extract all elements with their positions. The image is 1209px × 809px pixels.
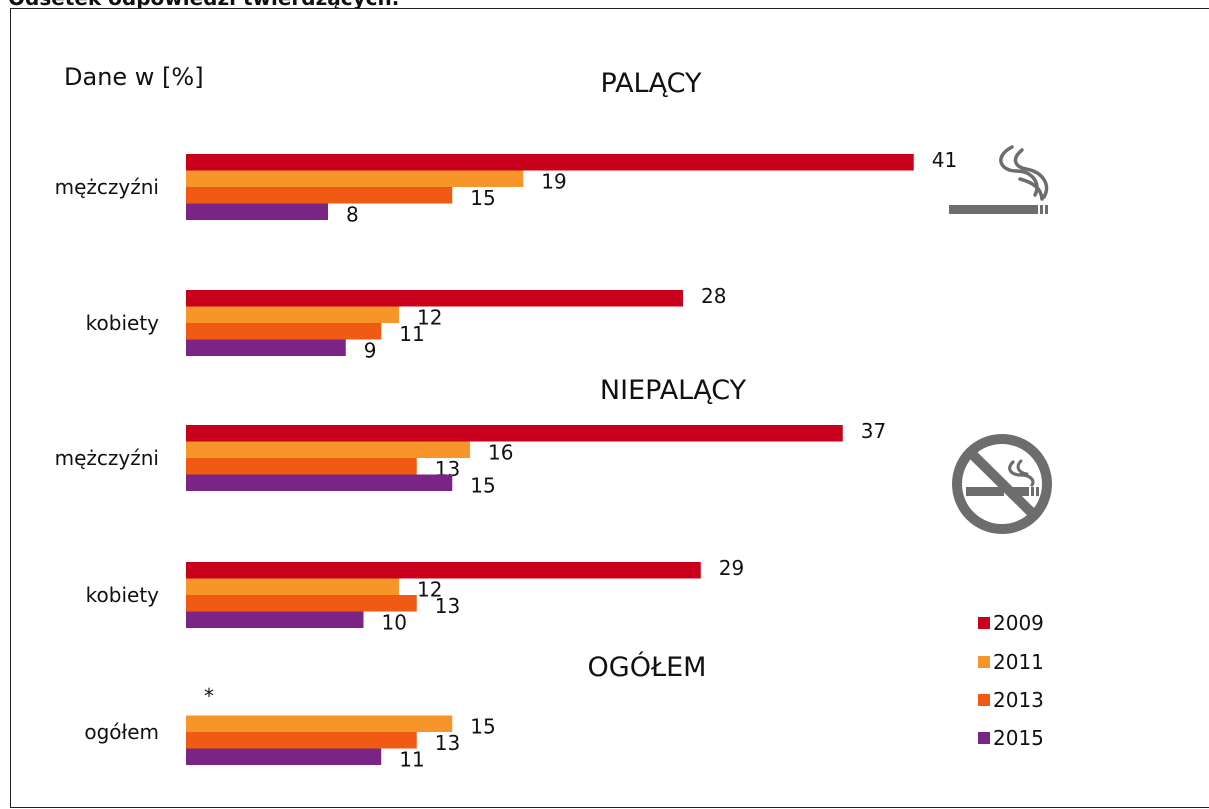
- bar-2015: [186, 203, 328, 220]
- bar-2013: [186, 458, 417, 475]
- data-label: 12: [417, 578, 442, 602]
- legend-swatch: [978, 617, 990, 629]
- data-label: 12: [417, 306, 442, 330]
- bar-2015: [186, 474, 453, 491]
- bar-2009: [186, 562, 701, 579]
- bar-2009: [186, 290, 683, 307]
- data-label: 29: [719, 556, 744, 580]
- legend-swatch: [978, 732, 990, 744]
- category-label: kobiety: [86, 583, 160, 607]
- data-label: 41: [932, 148, 957, 172]
- chart-frame: Dane w [%] PALĄCY mężczyźni 41 19 15 8 kobiety 2…: [10, 8, 1209, 808]
- section-title: PALĄCY: [601, 68, 702, 99]
- bar-2011: [186, 715, 453, 732]
- legend-label: 2009: [993, 611, 1044, 635]
- legend-label: 2011: [993, 650, 1044, 674]
- bar-2011: [186, 306, 399, 323]
- data-label: 15: [470, 186, 495, 210]
- bar-2011: [186, 441, 470, 458]
- bar-2011: [186, 170, 524, 187]
- bar-2013: [186, 732, 417, 749]
- bar-2015: [186, 339, 346, 356]
- legend-swatch: [978, 694, 990, 706]
- bar-2011: [186, 578, 399, 595]
- data-label: 28: [701, 284, 726, 308]
- page-title: Odsetek odpowiedzi twierdzących.: [8, 0, 399, 10]
- category-label: mężczyźni: [55, 446, 159, 470]
- legend-swatch: [978, 656, 990, 668]
- no-smoking-icon: [952, 434, 1052, 534]
- data-label: 10: [382, 611, 407, 635]
- data-label: 15: [470, 715, 495, 739]
- chart-svg: Dane w [%] PALĄCY mężczyźni 41 19 15 8 kobiety 2…: [55, 63, 1052, 772]
- bar-2013: [186, 323, 382, 340]
- legend-label: 2013: [993, 688, 1044, 712]
- data-label: 15: [470, 474, 495, 498]
- category-label: mężczyźni: [55, 175, 159, 199]
- bar-2013: [186, 187, 453, 204]
- bar-2009: [186, 425, 843, 442]
- category-label: ogółem: [84, 720, 159, 744]
- section-title: OGÓŁEM: [588, 651, 707, 683]
- data-label: 8: [346, 203, 359, 227]
- data-label: 19: [541, 170, 566, 194]
- data-label: 13: [435, 731, 460, 755]
- bar-2015: [186, 748, 382, 765]
- missing-value-marker: *: [204, 684, 214, 708]
- data-label: 9: [364, 339, 377, 363]
- cigarette-icon: [949, 145, 1049, 214]
- bar-2013: [186, 595, 417, 612]
- data-label: 11: [399, 322, 424, 346]
- category-label: kobiety: [86, 311, 160, 335]
- legend-label: 2015: [993, 726, 1044, 750]
- section-title: NIEPALĄCY: [600, 375, 747, 406]
- data-label: 13: [435, 594, 460, 618]
- bar-2015: [186, 611, 364, 628]
- data-label: 37: [861, 419, 886, 443]
- unit-note: Dane w [%]: [64, 63, 204, 91]
- bar-2009: [186, 154, 914, 171]
- data-label: 11: [399, 748, 424, 772]
- data-label: 16: [488, 441, 513, 465]
